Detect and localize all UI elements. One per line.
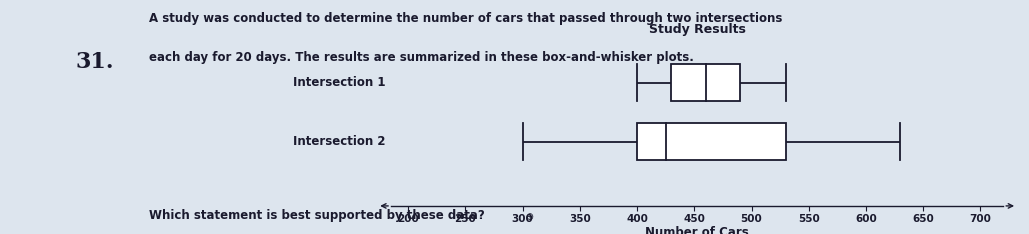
Text: Intersection 2: Intersection 2	[293, 135, 386, 148]
Text: 31.: 31.	[75, 51, 113, 73]
Text: Intersection 1: Intersection 1	[293, 77, 386, 89]
Text: ⊕: ⊕	[525, 212, 533, 222]
X-axis label: Number of Cars: Number of Cars	[645, 226, 749, 234]
Bar	[671, 64, 740, 102]
Bar	[637, 123, 786, 161]
Text: Which statement is best supported by these data?: Which statement is best supported by the…	[149, 209, 485, 222]
Text: each day for 20 days. The results are summarized in these box-and-whisker plots.: each day for 20 days. The results are su…	[149, 51, 695, 65]
Title: Study Results: Study Results	[648, 23, 746, 36]
Text: A study was conducted to determine the number of cars that passed through two in: A study was conducted to determine the n…	[149, 12, 783, 25]
